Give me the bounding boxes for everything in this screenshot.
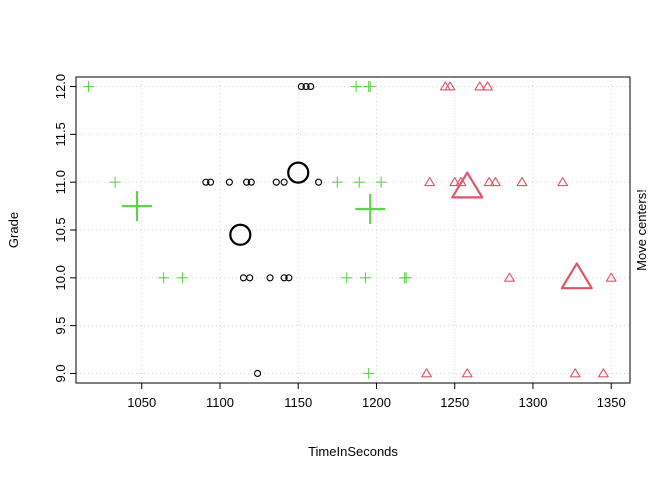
data-point-triangle	[490, 177, 501, 187]
data-point-plus	[363, 367, 375, 379]
data-point-triangle	[444, 81, 456, 91]
data-point-plus	[375, 176, 387, 188]
data-point-triangle	[461, 368, 473, 378]
cluster-center-circle	[229, 223, 252, 246]
data-point-circle	[302, 83, 310, 91]
data-point-circle	[246, 274, 254, 282]
data-point-triangle	[504, 272, 515, 282]
data-point-circle	[307, 83, 315, 91]
data-point-circle	[280, 274, 288, 282]
data-point-plus	[350, 81, 362, 93]
cluster-center-triangle	[560, 262, 593, 290]
y-tick-label: 10.0	[53, 265, 68, 290]
data-point-circle	[225, 178, 233, 186]
cluster-center-triangle	[451, 171, 484, 199]
y-tick-label: 12.0	[53, 74, 68, 99]
data-point-triangle	[483, 177, 495, 187]
data-point-circle	[285, 274, 293, 282]
data-point-circle	[239, 274, 248, 282]
data-point-circle	[243, 178, 251, 186]
data-point-triangle	[449, 177, 461, 187]
data-point-circle	[266, 274, 274, 282]
data-point-triangle	[482, 81, 493, 91]
data-point-plus	[158, 272, 170, 284]
data-point-plus	[353, 176, 365, 188]
data-point-circle	[247, 178, 255, 186]
data-point-plus	[176, 272, 188, 284]
data-points	[83, 81, 617, 379]
cluster-center-circle	[287, 161, 310, 184]
y-axis-title: Grade	[6, 212, 21, 248]
data-point-triangle	[569, 368, 581, 378]
y-tick-label: 9.5	[53, 317, 68, 335]
data-point-circle	[280, 178, 288, 186]
y-tick-label: 11.0	[53, 170, 68, 194]
data-point-plus	[83, 81, 95, 93]
data-point-plus	[400, 272, 412, 284]
data-point-circle	[202, 178, 210, 186]
data-point-plus	[341, 272, 353, 284]
right-margin-label: Move centers!	[634, 189, 649, 271]
y-tick-label: 9.0	[53, 364, 68, 382]
data-point-plus	[364, 81, 376, 93]
x-axis-title: TimeInSeconds	[308, 444, 398, 459]
data-point-plus	[331, 176, 343, 188]
data-point-plus	[109, 176, 121, 188]
cluster-centers	[122, 161, 593, 290]
x-tick-label: 1100	[206, 395, 234, 410]
data-point-circle	[253, 369, 262, 377]
data-point-circle	[272, 178, 280, 186]
data-point-triangle	[598, 368, 609, 378]
x-tick-label: 1200	[362, 395, 391, 410]
data-point-triangle	[424, 177, 436, 187]
data-point-plus	[360, 272, 372, 284]
cluster-center-plus	[355, 193, 386, 224]
y-axis: 9.0 9.5 10.0 10.5 11.0 11.5 12.0	[53, 74, 76, 382]
data-point-triangle	[455, 177, 467, 187]
data-point-triangle	[557, 177, 569, 187]
data-point-triangle	[516, 177, 528, 187]
y-tick-label: 11.5	[53, 122, 68, 146]
y-tick-label: 10.5	[53, 217, 68, 242]
x-tick-label: 1300	[519, 395, 548, 410]
data-point-circle	[207, 178, 215, 186]
data-point-triangle	[474, 81, 486, 91]
x-tick-label: 1050	[127, 395, 156, 410]
cluster-center-plus	[122, 191, 153, 222]
data-point-triangle	[421, 368, 432, 378]
x-tick-label: 1350	[597, 395, 626, 410]
x-axis: 1050 1100 1150 1200 1250 1300 1350	[127, 383, 626, 410]
x-tick-label: 1150	[284, 395, 312, 410]
x-tick-label: 1250	[440, 395, 469, 410]
data-point-triangle	[605, 272, 617, 282]
data-point-circle	[297, 83, 305, 91]
grid-lines	[76, 77, 630, 383]
data-point-circle	[315, 178, 323, 186]
